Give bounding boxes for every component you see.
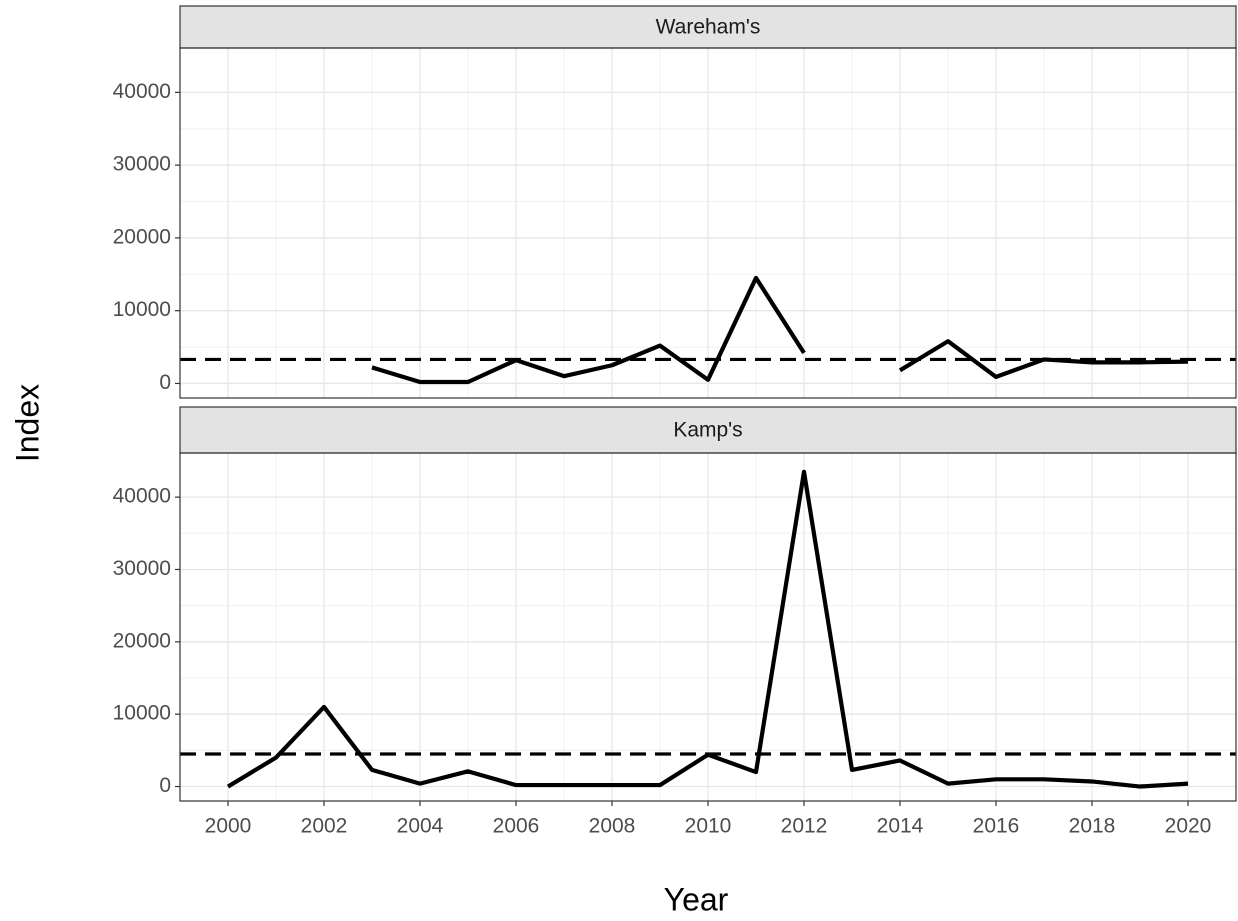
x-tick-label: 2006 bbox=[493, 815, 540, 838]
x-tick-label: 2000 bbox=[205, 815, 252, 838]
x-tick-label: 2016 bbox=[973, 815, 1020, 838]
series-line bbox=[371, 275, 1189, 385]
x-tick-label: 2008 bbox=[589, 815, 636, 838]
strip bbox=[179, 406, 1237, 454]
strip-title: Kamp's bbox=[673, 419, 742, 442]
series-line bbox=[226, 469, 1189, 789]
y-tick-label: 40000 bbox=[113, 80, 171, 103]
strip-title: Wareham's bbox=[656, 16, 761, 39]
y-tick-label: 40000 bbox=[113, 485, 171, 508]
strip bbox=[179, 5, 1237, 49]
y-tick-label: 20000 bbox=[113, 629, 171, 652]
x-tick-label: 2020 bbox=[1165, 815, 1212, 838]
panel-border bbox=[179, 47, 1237, 399]
y-tick-label: 10000 bbox=[113, 298, 171, 321]
y-axis-title: Index bbox=[9, 384, 45, 462]
x-tick-label: 2012 bbox=[781, 815, 828, 838]
y-tick-label: 30000 bbox=[113, 557, 171, 580]
x-tick-label: 2002 bbox=[301, 815, 348, 838]
y-tick-label: 10000 bbox=[113, 702, 171, 725]
x-tick-label: 2014 bbox=[877, 815, 924, 838]
x-tick-label: 2018 bbox=[1069, 815, 1116, 838]
x-axis-title: Year bbox=[664, 881, 729, 917]
y-tick-label: 0 bbox=[159, 371, 171, 394]
y-tick-label: 0 bbox=[159, 774, 171, 797]
x-tick-label: 2004 bbox=[397, 815, 444, 838]
y-tick-label: 30000 bbox=[113, 153, 171, 176]
y-tick-label: 20000 bbox=[113, 225, 171, 248]
x-tick-label: 2010 bbox=[685, 815, 732, 838]
